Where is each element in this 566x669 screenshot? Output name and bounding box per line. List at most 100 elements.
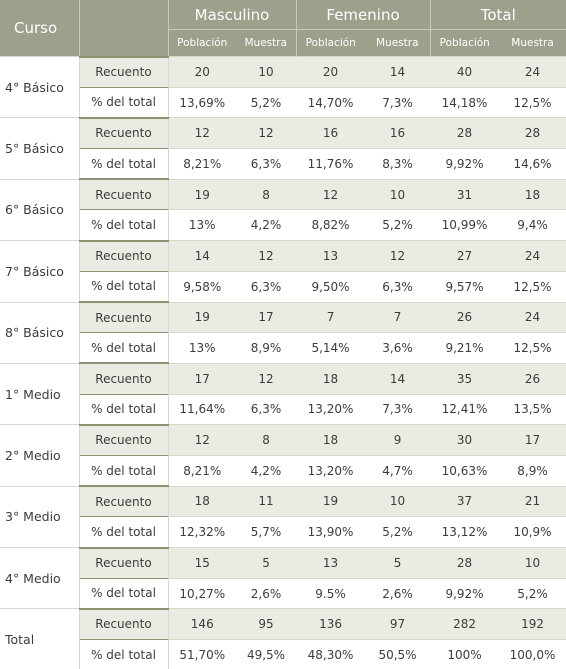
table-cell: 8,21% [168,149,236,180]
measure-label: % del total [79,517,168,548]
table-cell: 24 [499,241,566,272]
measure-label: Recuento [79,179,168,210]
row-label: 2° Medio [0,425,79,486]
measure-label: Recuento [79,609,168,640]
table-cell: 12,5% [499,87,566,118]
table-cell: 30 [430,425,499,456]
table-cell: 17 [168,363,236,394]
table-cell: 8 [236,179,296,210]
table-cell: 7,3% [365,87,430,118]
row-label: 5° Básico [0,118,79,179]
header-subcol: Muestra [236,30,296,57]
table-cell: 14 [365,363,430,394]
table-cell: 10,99% [430,210,499,241]
table-cell: 14 [168,241,236,272]
measure-label: Recuento [79,486,168,517]
table-cell: 31 [430,179,499,210]
table-cell: 18 [168,486,236,517]
table-cell: 4,7% [365,455,430,486]
table-cell: 12 [168,425,236,456]
table-cell: 37 [430,486,499,517]
table-cell: 15 [168,548,236,579]
measure-label: Recuento [79,241,168,272]
table-cell: 9,4% [499,210,566,241]
measure-label: % del total [79,87,168,118]
table-cell: 7 [296,302,365,333]
table-cell: 17 [236,302,296,333]
table-cell: 28 [430,548,499,579]
table-cell: 14,70% [296,87,365,118]
header-subcol: Población [296,30,365,57]
table-cell: 7 [365,302,430,333]
measure-label: % del total [79,149,168,180]
table-cell: 13,90% [296,517,365,548]
table-cell: 9,57% [430,271,499,302]
table-cell: 5,2% [365,210,430,241]
table-cell: 8,3% [365,149,430,180]
row-label: 3° Medio [0,486,79,547]
table-cell: 13 [296,548,365,579]
table-cell: 10,27% [168,578,236,609]
header-blank [79,0,168,57]
table-cell: 6,3% [236,271,296,302]
row-label: 4° Medio [0,548,79,609]
table-cell: 10 [365,486,430,517]
measure-label: % del total [79,578,168,609]
measure-label: Recuento [79,425,168,456]
table-cell: 192 [499,609,566,640]
table-cell: 19 [168,179,236,210]
table-cell: 146 [168,609,236,640]
measure-label: % del total [79,210,168,241]
table-cell: 26 [499,363,566,394]
row-label: Total [0,609,79,669]
table-cell: 12 [236,363,296,394]
measure-label: % del total [79,271,168,302]
table-cell: 11 [236,486,296,517]
measure-label: % del total [79,394,168,425]
table-cell: 2,6% [236,578,296,609]
table-cell: 12,32% [168,517,236,548]
table-cell: 18 [499,179,566,210]
table-cell: 10,63% [430,455,499,486]
table-cell: 12,5% [499,333,566,364]
table-cell: 8,9% [236,333,296,364]
table-cell: 28 [430,118,499,149]
table-cell: 9,92% [430,578,499,609]
table-cell: 51,70% [168,640,236,669]
table-cell: 19 [296,486,365,517]
table-cell: 24 [499,57,566,88]
table-cell: 13,69% [168,87,236,118]
table-cell: 14,18% [430,87,499,118]
measure-label: Recuento [79,363,168,394]
table-cell: 9,58% [168,271,236,302]
measure-label: Recuento [79,57,168,88]
table-cell: 19 [168,302,236,333]
table-cell: 5,2% [499,578,566,609]
table-cell: 40 [430,57,499,88]
table-cell: 17 [499,425,566,456]
table-cell: 13 [296,241,365,272]
table-cell: 5,7% [236,517,296,548]
row-label: 4° Básico [0,57,79,118]
table-cell: 8,9% [499,455,566,486]
table-cell: 6,3% [236,394,296,425]
table-cell: 28 [499,118,566,149]
table-cell: 9,21% [430,333,499,364]
row-label: 8° Básico [0,302,79,363]
